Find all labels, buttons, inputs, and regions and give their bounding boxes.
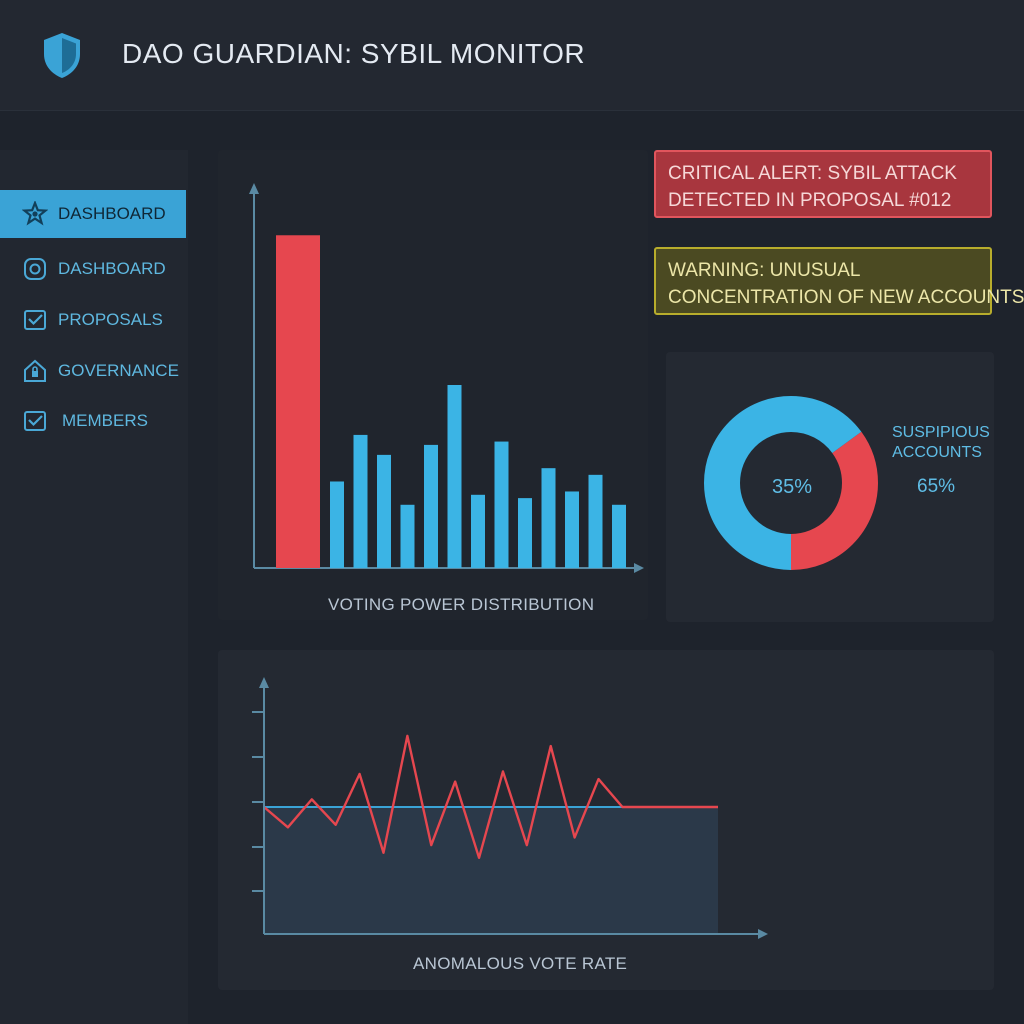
warning-alert[interactable]: WARNING: UNUSUAL CONCENTRATION OF NEW AC… (654, 247, 1024, 315)
donut-legend-line-1: SUSPIPIOUS (892, 424, 990, 441)
donut-slice-normal (704, 396, 878, 570)
bar (494, 441, 509, 568)
bar-chart-title: VOTING POWER DISTRIBUTION (328, 595, 595, 614)
check-box-icon (22, 408, 48, 434)
voting-power-bar-chart (249, 183, 644, 573)
check-box-icon (22, 307, 48, 333)
y-axis-arrow (259, 677, 269, 688)
sidebar-item-governance[interactable]: GOVERNANCE (0, 347, 186, 395)
bar (471, 494, 485, 568)
sidebar: DASHBOARD DASHBOARD PROPOSALS GOVERNANCE… (0, 150, 188, 1024)
shield-icon (40, 30, 84, 80)
sidebar-item-label: PROPOSALS (58, 310, 163, 329)
bar (565, 491, 579, 568)
sidebar-item-label: DASHBOARD (58, 259, 166, 278)
voting-power-panel: VOTING POWER DISTRIBUTION (218, 150, 648, 620)
bar (330, 481, 344, 568)
anomalous-vote-panel: ANOMALOUS VOTE RATE (218, 650, 994, 990)
anomalous-vote-line-chart (252, 677, 768, 939)
x-axis-arrow (758, 929, 768, 939)
bar (518, 498, 532, 568)
bar (424, 444, 438, 568)
bar (541, 468, 556, 568)
sidebar-item-dashboard[interactable]: DASHBOARD (0, 190, 186, 238)
sidebar-item-dashboard-secondary[interactable]: DASHBOARD (0, 245, 186, 293)
bar-highlight (276, 235, 320, 568)
bar (612, 504, 626, 568)
anomaly-line (263, 734, 718, 860)
y-axis-arrow (249, 183, 259, 194)
circle-target-icon (22, 256, 48, 282)
critical-alert[interactable]: CRITICAL ALERT: SYBIL ATTACK DETECTED IN… (654, 150, 992, 218)
sidebar-item-proposals[interactable]: PROPOSALS (0, 296, 186, 344)
sidebar-item-members[interactable]: MEMBERS (0, 397, 186, 445)
warning-alert-line-1: WARNING: UNUSUAL (668, 260, 861, 281)
bar (377, 454, 391, 568)
suspicious-accounts-panel: 35% SUSPIPIOUS ACCOUNTS 65% (666, 352, 994, 622)
house-lock-icon (22, 358, 48, 384)
sidebar-item-label: DASHBOARD (58, 204, 166, 223)
bar (447, 385, 462, 568)
bar (353, 434, 368, 568)
donut-legend-label: SUSPIPIOUS ACCOUNTS (892, 424, 990, 462)
sidebar-item-label: GOVERNANCE (58, 361, 179, 380)
x-axis-arrow (634, 563, 644, 573)
donut-center-label: 35% (772, 476, 813, 498)
app-title: DAO GUARDIAN: SYBIL MONITOR (122, 38, 586, 69)
star-gear-icon (22, 201, 48, 227)
line-chart-title: ANOMALOUS VOTE RATE (413, 954, 628, 973)
bar (588, 474, 603, 568)
donut-legend-line-2: ACCOUNTS (892, 444, 982, 461)
warning-alert-line-2: CONCENTRATION OF NEW ACCOUNTS (668, 287, 1024, 308)
sidebar-item-label: MEMBERS (62, 411, 148, 430)
critical-alert-line-1: CRITICAL ALERT: SYBIL ATTACK (668, 163, 957, 184)
donut-value-label: 65% (917, 476, 956, 497)
baseline-area (264, 807, 718, 934)
top-bar: DAO GUARDIAN: SYBIL MONITOR (0, 0, 1024, 111)
critical-alert-line-2: DETECTED IN PROPOSAL #012 (668, 190, 952, 211)
suspicious-accounts-donut (704, 396, 878, 570)
bar (400, 504, 415, 568)
